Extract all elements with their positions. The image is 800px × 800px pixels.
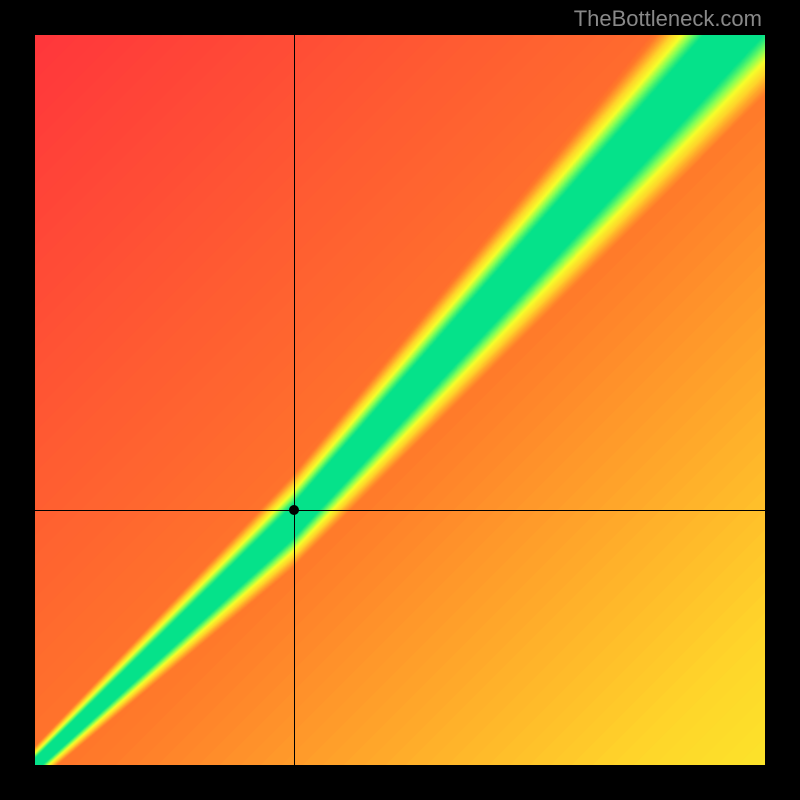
crosshair-horizontal [35, 510, 765, 511]
watermark-text: TheBottleneck.com [574, 6, 762, 32]
crosshair-vertical [294, 35, 295, 765]
heatmap-chart [35, 35, 765, 765]
chart-container: TheBottleneck.com [0, 0, 800, 800]
heatmap-canvas [35, 35, 765, 765]
data-point-dot [289, 505, 299, 515]
